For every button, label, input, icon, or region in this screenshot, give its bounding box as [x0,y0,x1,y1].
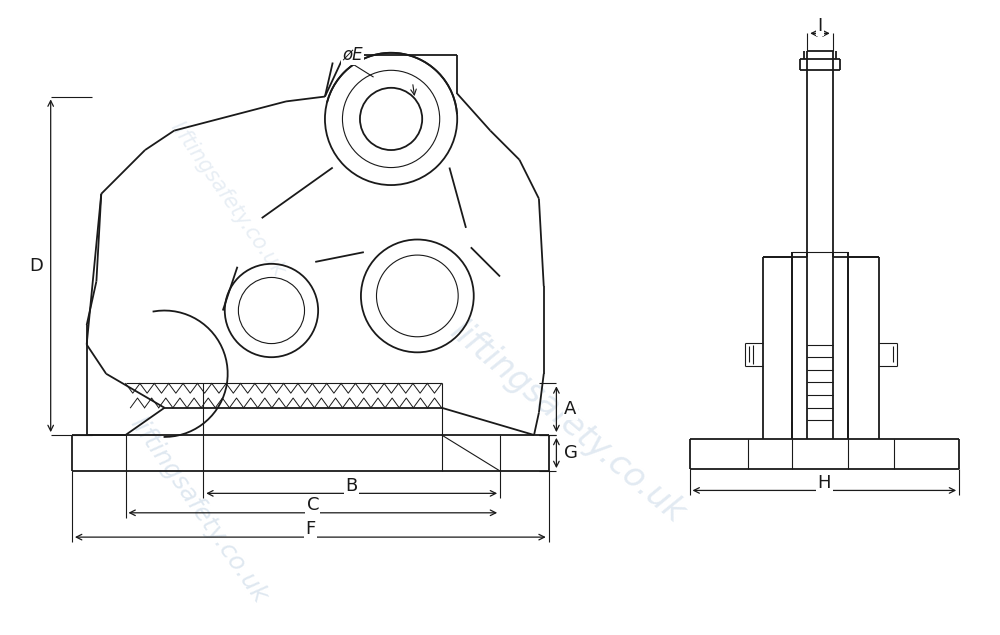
Text: B: B [346,477,358,495]
Text: liftingsafety.co.uk: liftingsafety.co.uk [444,315,692,530]
Text: D: D [29,257,43,275]
Text: C: C [307,496,319,514]
Text: F: F [305,520,315,538]
Text: A: A [564,400,577,418]
Text: liftingsafety.co.uk: liftingsafety.co.uk [166,117,289,280]
Text: H: H [818,474,831,491]
Text: I: I [817,17,823,34]
Text: øE: øE [342,46,363,64]
Text: G: G [564,444,578,462]
Text: liftingsafety.co.uk: liftingsafety.co.uk [125,412,272,608]
